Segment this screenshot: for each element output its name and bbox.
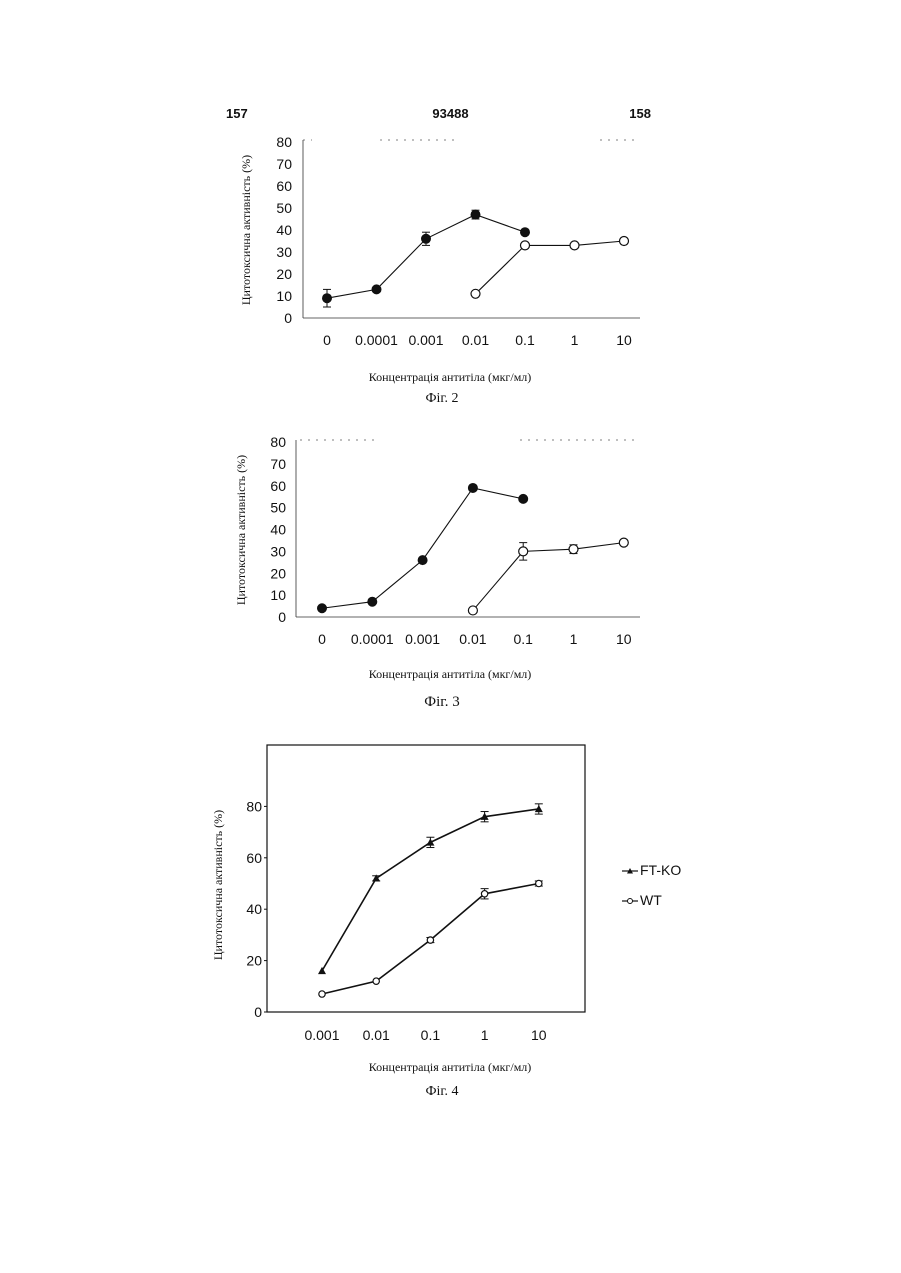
y-tick-label: 40 [270,522,286,538]
data-point [521,228,530,237]
legend-marker [628,899,633,904]
data-point [468,483,477,492]
data-point [426,838,434,845]
data-point [318,604,327,613]
y-tick-label: 70 [270,456,286,472]
y-tick-label: 10 [270,587,286,603]
y-axis-label: Цитотоксична активність (%) [234,455,248,605]
data-point [368,597,377,606]
x-tick-label: 0.001 [304,1027,339,1043]
y-tick-label: 30 [270,543,286,559]
y-tick-label: 70 [276,156,292,172]
y-tick-label: 60 [276,178,292,194]
data-point [620,237,629,246]
y-tick-label: 80 [270,434,286,450]
x-tick-label: 0.001 [408,332,443,348]
plot-frame [267,745,585,1012]
data-point [536,880,542,886]
figure-2-chart: 0 10 20 30 40 50 60 70 80 0 0.0001 0.001 0.01 0.1 1 10 К… [0,130,901,420]
series-line [327,215,525,299]
series-line [476,241,625,294]
y-tick-label: 60 [270,478,286,494]
x-tick-label: 10 [616,631,632,647]
data-point [519,547,528,556]
y-tick-label: 60 [246,850,262,866]
legend-item: WT [622,892,662,908]
data-point [569,545,578,554]
x-axis-label: Концентрація антитіла (мкг/мл) [369,370,532,384]
data-point [319,991,325,997]
legend-label: WT [640,892,662,908]
x-tick-label: 0 [323,332,331,348]
x-tick-label: 0.1 [513,631,533,647]
legend-item: FT-KO [622,862,681,878]
figure-caption: Фіг. 4 [425,1084,458,1099]
x-tick-label: 1 [570,631,578,647]
y-tick-label: 20 [270,565,286,581]
y-tick-label: 10 [276,288,292,304]
data-point [468,606,477,615]
data-point [471,289,480,298]
y-tick-label: 0 [284,310,292,326]
y-tick-label: 20 [276,266,292,282]
data-point [373,978,379,984]
y-axis-label: Цитотоксична активність (%) [211,810,225,960]
figure-4-chart: 0 20 40 60 80 0.001 0.01 0.1 1 10 Концентрація ант… [0,735,901,1115]
x-tick-label: 0 [318,631,326,647]
data-point [318,967,326,974]
data-point [521,241,530,250]
data-point [471,210,480,219]
x-tick-label: 10 [616,332,632,348]
data-point [418,556,427,565]
figure-caption: Фіг. 3 [424,694,459,710]
x-axis-label: Концентрація антитіла (мкг/мл) [369,1060,532,1074]
figure-caption: Фіг. 2 [425,391,458,406]
x-tick-label: 0.0001 [355,332,398,348]
y-tick-label: 40 [276,222,292,238]
data-point [519,494,528,503]
figure-3-chart: 0 10 20 30 40 50 60 70 80 0 0.0001 0.001 0.01 0.1 1 10 К… [0,430,901,720]
x-tick-label: 0.1 [515,332,535,348]
data-point [372,285,381,294]
legend-label: FT-KO [640,862,681,878]
x-tick-label: 0.001 [405,631,440,647]
y-axis-label: Цитотоксична активність (%) [239,155,253,305]
y-tick-label: 0 [278,609,286,625]
x-tick-label: 1 [481,1027,489,1043]
x-tick-label: 0.1 [421,1027,441,1043]
page-number-right: 158 [629,106,651,121]
y-tick-label: 30 [276,244,292,260]
x-tick-label: 0.01 [462,332,489,348]
data-point [619,538,628,547]
y-tick-label: 40 [246,901,262,917]
data-point [422,234,431,243]
x-tick-label: 0.01 [459,631,486,647]
y-tick-label: 0 [254,1004,262,1020]
x-tick-label: 0.01 [363,1027,390,1043]
y-tick-label: 50 [276,200,292,216]
y-tick-label: 50 [270,500,286,516]
x-tick-label: 1 [571,332,579,348]
x-tick-label: 10 [531,1027,547,1043]
y-tick-label: 20 [246,953,262,969]
series-line [322,488,523,608]
y-tick-label: 80 [246,798,262,814]
x-tick-label: 0.0001 [351,631,394,647]
x-axis-label: Концентрація антитіла (мкг/мл) [369,667,532,681]
series-line [473,543,624,611]
data-point [427,937,433,943]
document-number: 93488 [0,106,901,121]
data-point [323,294,332,303]
y-tick-label: 80 [276,134,292,150]
data-point [570,241,579,250]
data-point [481,891,487,897]
